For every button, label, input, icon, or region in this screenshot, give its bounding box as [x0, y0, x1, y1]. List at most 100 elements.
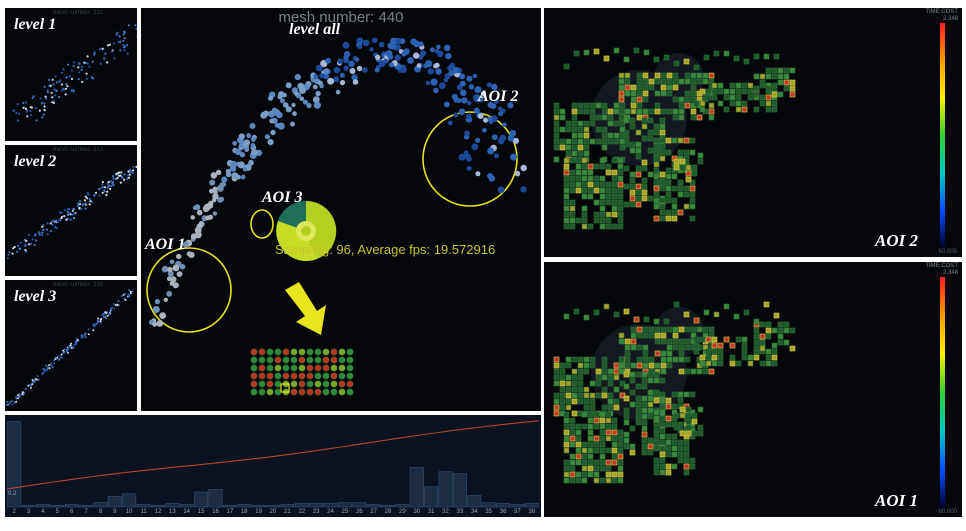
point — [92, 329, 95, 332]
histogram-bar — [381, 504, 395, 508]
point — [66, 75, 69, 78]
heat-cell — [605, 417, 612, 424]
heat-cell — [647, 413, 654, 420]
sample-cell — [338, 372, 346, 380]
heat-cell — [565, 404, 572, 411]
colorbar-aoi-1-caption: TIME COST 2.348 — [925, 263, 958, 277]
heat-cell — [708, 108, 715, 115]
point — [53, 219, 56, 222]
point — [464, 153, 471, 160]
heat-cell — [569, 441, 576, 448]
sample-cell — [290, 380, 298, 388]
level-2-panel[interactable]: mesh number: 213 level 2 — [5, 145, 137, 276]
point — [18, 112, 21, 115]
point — [315, 64, 323, 72]
colorbar-aoi-1 — [940, 277, 945, 508]
heat-cell — [617, 453, 624, 460]
heat-cell — [659, 403, 666, 410]
heatmap-aoi-2-panel[interactable]: TIME COST 2.348 60.000 AOI 2 — [544, 8, 962, 257]
point — [29, 243, 32, 246]
heat-cell — [607, 108, 614, 115]
heat-cell — [759, 79, 766, 86]
heat-cell — [702, 72, 709, 79]
main-point-cloud-view[interactable]: mesh number: 440 level all AOI 2 AOI 3 A… — [141, 8, 541, 411]
level-3-panel[interactable]: mesh number: 219 level 3 — [5, 280, 137, 411]
point — [60, 211, 63, 214]
heat-cell — [569, 471, 576, 478]
heat-cell — [653, 463, 660, 470]
heat-cell — [563, 313, 570, 320]
sample-cell — [322, 372, 330, 380]
aoi-3-circle[interactable] — [250, 209, 274, 239]
heat-cell — [559, 392, 566, 399]
heat-cell — [577, 380, 584, 387]
colorbar-aoi-2-title: TIME COST — [925, 9, 958, 15]
point — [72, 208, 76, 211]
histogram-tick-label: 4 — [41, 509, 45, 515]
point — [433, 87, 439, 94]
heat-cell — [703, 309, 710, 316]
heat-cell — [559, 126, 566, 133]
point — [452, 66, 460, 74]
heat-cell — [619, 120, 626, 127]
heat-cell — [607, 374, 614, 381]
sample-cell — [322, 380, 330, 388]
heat-cell — [636, 362, 643, 369]
aoi-2-circle[interactable] — [422, 111, 518, 207]
heat-cell — [641, 189, 648, 196]
colorbar-aoi-1-title: TIME COST — [925, 263, 958, 269]
heat-cell — [653, 155, 660, 162]
sampling-histogram-panel[interactable]: 0.2 2 3 4 5 6 7 8 9 10 11 12 13 14 15 16 17 18 19 20 21 22 23… — [5, 415, 541, 517]
heat-cell — [571, 386, 578, 393]
heat-cell — [765, 100, 772, 107]
point — [219, 182, 225, 188]
heat-cell — [618, 78, 625, 85]
heat-cell — [553, 356, 560, 363]
heat-cell — [599, 423, 606, 430]
point — [78, 206, 81, 209]
point — [453, 112, 459, 118]
heat-cell — [569, 205, 576, 212]
point — [87, 333, 90, 336]
heat-cell — [583, 368, 590, 375]
point — [240, 174, 246, 180]
heat-cell — [743, 58, 750, 65]
heat-cell — [563, 423, 570, 430]
heat-cell — [653, 377, 660, 384]
heat-cell — [559, 380, 566, 387]
heat-cell — [729, 354, 736, 361]
point — [43, 369, 46, 372]
heat-cell — [771, 354, 778, 361]
point — [351, 74, 358, 81]
heat-cell — [636, 108, 643, 115]
heat-cell — [636, 344, 643, 351]
heat-cell — [641, 383, 648, 390]
aoi-1-circle[interactable] — [146, 247, 232, 333]
heat-cell — [689, 185, 696, 192]
point — [19, 247, 22, 250]
heat-cell — [677, 137, 684, 144]
heat-cell — [563, 459, 570, 466]
heat-cell — [641, 449, 648, 456]
heat-cell — [559, 386, 566, 393]
histogram-tick-label: 31 — [427, 509, 435, 515]
sample-cell — [330, 364, 338, 372]
heat-cell — [690, 114, 697, 121]
heat-cell — [702, 326, 709, 333]
level-1-panel[interactable]: mesh number: 211 level 1 — [5, 8, 137, 141]
aoi-3-label: AOI 3 — [262, 189, 303, 206]
point — [29, 386, 32, 389]
heat-cell — [607, 398, 614, 405]
point — [29, 106, 32, 109]
point — [33, 243, 36, 247]
heat-cell — [641, 377, 648, 384]
heat-cell — [641, 395, 648, 402]
heat-cell — [575, 157, 582, 164]
histogram-tick-label: 36 — [499, 509, 507, 515]
heat-cell — [713, 311, 720, 318]
point — [101, 191, 104, 194]
heatmap-aoi-1-panel[interactable]: TIME COST 2.348 60.000 AOI 1 — [544, 262, 962, 517]
heat-cell — [699, 360, 706, 367]
heat-cell — [611, 447, 618, 454]
point — [51, 220, 54, 223]
